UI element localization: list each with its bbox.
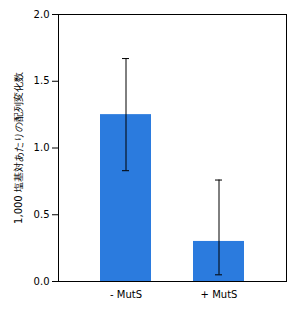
svg-text:+ MutS: + MutS: [201, 289, 238, 300]
svg-text:1.0: 1.0: [34, 142, 50, 153]
svg-text:2.0: 2.0: [34, 9, 50, 20]
svg-text:- MutS: - MutS: [110, 289, 142, 300]
svg-text:0.5: 0.5: [34, 209, 50, 220]
svg-text:0.0: 0.0: [34, 276, 50, 287]
svg-text:1,000 塩基対あたりの配列変化数: 1,000 塩基対あたりの配列変化数: [13, 72, 24, 224]
svg-text:1.5: 1.5: [34, 75, 50, 86]
